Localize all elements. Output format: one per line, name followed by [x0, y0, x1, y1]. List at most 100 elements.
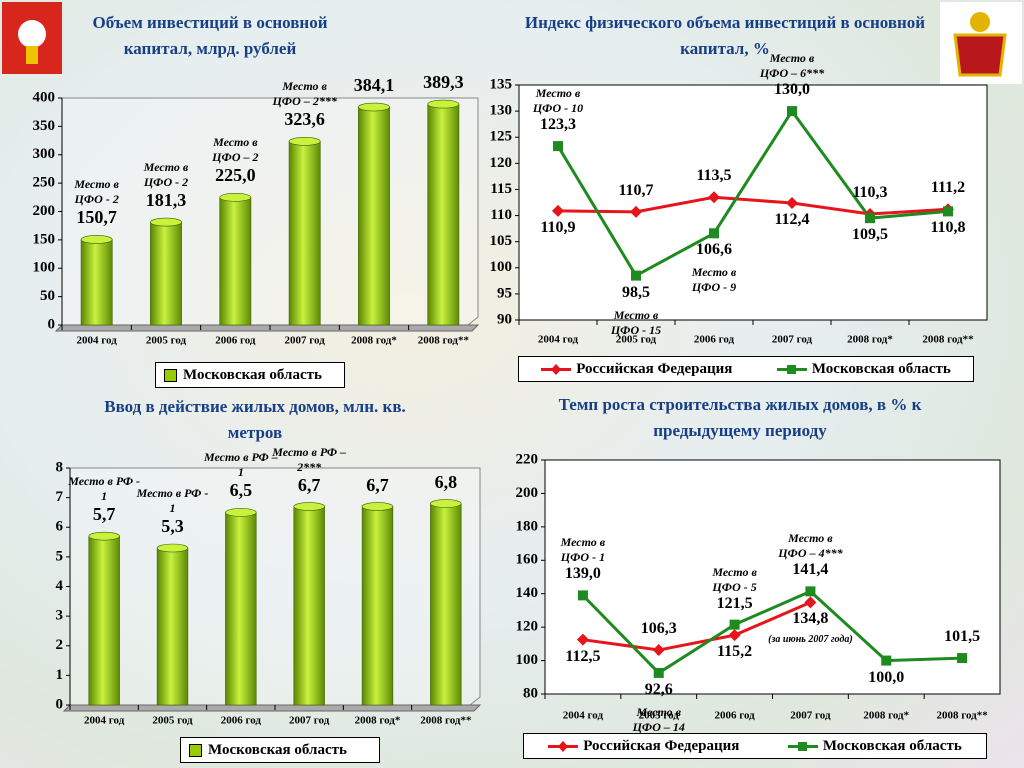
marker	[577, 590, 588, 601]
marker	[881, 655, 892, 666]
y-tick-label: 4	[56, 578, 64, 594]
bar	[430, 503, 462, 706]
x-tick-label: 2004 год	[77, 335, 118, 347]
value-label: 150,7	[76, 207, 117, 228]
y-tick-label: 2	[56, 637, 64, 653]
bar	[88, 535, 120, 706]
y-tick-label: 5	[56, 548, 64, 564]
marker	[728, 629, 741, 642]
chart-title: Индекс физического объема инвестиций в о…	[524, 13, 926, 58]
legend-item: Московская область	[787, 738, 962, 755]
marker	[630, 205, 642, 218]
annotation: Место в ЦФО - 9	[691, 265, 737, 295]
annotation: Место в РФ - 1	[68, 474, 141, 504]
y-tick-label: 160	[516, 552, 539, 568]
y-tick-label: 350	[33, 118, 56, 134]
marker	[804, 596, 817, 609]
legend-swatch	[189, 743, 202, 757]
chart-title: Ввод в действие жилых домов, млн. кв. ме…	[104, 397, 406, 442]
marker	[708, 191, 720, 204]
x-tick-label: 2005 год	[146, 335, 187, 347]
annotation: Место в ЦФО – 6***	[759, 51, 825, 81]
value-label: 110,8	[930, 219, 966, 237]
marker	[653, 667, 664, 678]
value-label: 323,6	[284, 109, 325, 130]
y-tick-label: 100	[516, 652, 539, 668]
bar-top	[80, 235, 113, 244]
value-label: 110,7	[618, 181, 654, 199]
value-label: 5,3	[161, 515, 184, 536]
value-label: 98,5	[622, 283, 650, 301]
x-tick-label: 2008 год*	[863, 710, 909, 722]
value-label: 6,7	[297, 474, 321, 495]
bar	[358, 106, 390, 326]
x-tick-label: 2008 год**	[420, 715, 472, 727]
bar	[361, 506, 394, 706]
y-tick-label: 400	[33, 89, 56, 105]
value-label: 181,3	[145, 190, 187, 211]
y-tick-label: 6	[56, 519, 64, 535]
bar-top	[430, 499, 462, 508]
x-tick-label: 2006 год	[694, 334, 735, 346]
y-tick-label: 0	[56, 696, 64, 712]
x-tick-label: 2004 год	[538, 334, 579, 346]
y-tick-label: 150	[33, 231, 56, 247]
emblem-right	[940, 2, 1022, 84]
annotation: Место в ЦФО - 10	[532, 86, 584, 116]
value-label: 110,3	[852, 183, 888, 201]
x-tick-label: 2006 год	[215, 335, 256, 347]
annotation: Место в РФ – 2***	[272, 444, 347, 474]
annotation: Место в ЦФО - 2	[143, 160, 189, 190]
annotation: Место в ЦФО - 5	[712, 564, 757, 594]
bar-top	[88, 531, 120, 541]
annotation: Место в ЦФО – 2	[212, 135, 259, 165]
marker	[709, 228, 719, 239]
marker	[865, 213, 875, 224]
value-label: 110,9	[540, 218, 576, 236]
marker	[729, 619, 740, 630]
bar-top	[156, 543, 189, 553]
bar-top	[427, 99, 460, 109]
value-label: 106,6	[696, 241, 732, 259]
bar	[150, 221, 182, 326]
bar-top	[225, 508, 257, 517]
y-tick-label: 200	[516, 485, 539, 501]
bar-top	[358, 102, 390, 112]
plot-area	[518, 84, 988, 321]
legend-swatch	[164, 368, 177, 382]
annotation: Место в РФ - 1	[136, 486, 209, 515]
legend: Российская Федерация Московская область	[523, 733, 987, 759]
note: (за июнь 2007 года)	[768, 634, 853, 646]
x-tick-label: 2006 год	[221, 715, 262, 727]
value-label: 389,3	[423, 72, 464, 93]
marker	[957, 653, 968, 664]
x-tick-label: 2007 год	[285, 335, 326, 347]
annotation: Место в ЦФО - 2	[74, 177, 119, 207]
x-tick-label: 2007 год	[289, 715, 330, 727]
legend: Российская Федерация Московская область	[518, 356, 974, 382]
marker	[805, 586, 816, 597]
value-label: 115,2	[717, 643, 753, 661]
series-line	[557, 195, 949, 216]
annotation: Место в ЦФО – 4***	[778, 531, 843, 561]
legend-label: Московская область	[183, 366, 322, 383]
annotation: Место в ЦФО – 2***	[272, 79, 337, 109]
y-tick-label: 125	[490, 129, 513, 145]
x-tick-label: 2004 год	[563, 710, 604, 722]
x-tick-label: 2008 год*	[351, 335, 397, 347]
x-tick-label: 2005 год	[639, 710, 680, 722]
bar-top	[219, 193, 252, 202]
value-label: 112,4	[774, 211, 810, 229]
legend-item: Российская Федерация	[548, 738, 739, 755]
bar-top	[150, 217, 182, 227]
y-tick-label: 120	[516, 619, 539, 635]
marker	[787, 106, 797, 117]
value-label: 101,5	[944, 628, 981, 646]
value-label: 130,0	[774, 81, 810, 99]
x-tick-label: 2007 год	[790, 710, 831, 722]
legend-label: Российская Федерация	[576, 360, 733, 377]
value-label: 123,3	[540, 116, 576, 134]
bar	[156, 547, 189, 706]
value-label: 109,5	[852, 226, 888, 244]
